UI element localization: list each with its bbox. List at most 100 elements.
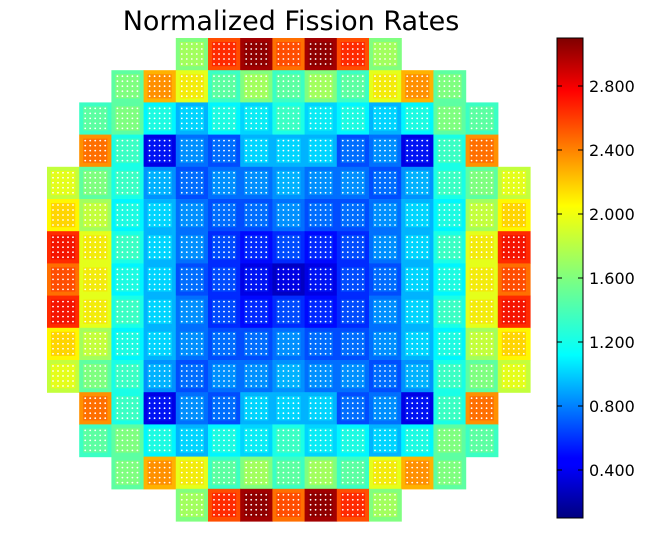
pin-dot	[297, 80, 300, 83]
pin-dot	[341, 85, 344, 88]
pin-dot	[228, 43, 230, 45]
pin-dot	[346, 48, 349, 50]
pin-dot	[148, 90, 151, 93]
pin-dot	[426, 80, 429, 83]
pin-dot	[136, 90, 139, 93]
pin-dot	[309, 95, 312, 98]
pin-dot	[245, 43, 248, 45]
pin-dot	[218, 43, 220, 45]
pin-dot	[116, 90, 119, 93]
pin-dot	[389, 53, 391, 55]
pin-dot	[329, 43, 332, 45]
pin-dot	[356, 43, 359, 45]
pin-dot	[426, 85, 429, 88]
pin-dot	[250, 90, 253, 93]
pin-dot	[185, 80, 188, 83]
pin-dot	[213, 53, 215, 55]
pin-dot	[341, 48, 344, 50]
pin-dot	[131, 80, 134, 83]
pin-dot	[250, 80, 253, 83]
pin-dot	[228, 90, 230, 93]
pin-dot	[351, 90, 354, 93]
pin-dot	[200, 48, 203, 50]
pin-dot	[277, 48, 280, 50]
pin-dot	[260, 85, 263, 88]
pin-dot	[148, 85, 151, 88]
pin-dot	[287, 95, 290, 98]
pin-dot	[374, 95, 376, 98]
pin-dot	[265, 53, 268, 55]
pin-dot	[213, 43, 215, 45]
pin-dot	[233, 43, 235, 45]
pin-dot	[329, 75, 332, 78]
pin-dot	[185, 90, 188, 93]
pin-dot	[361, 80, 364, 83]
pin-dot	[185, 43, 188, 45]
pin-dot	[180, 80, 183, 83]
pin-dot	[324, 58, 327, 60]
pin-dot	[329, 95, 332, 98]
pin-dot	[421, 80, 424, 83]
pin-dot	[379, 75, 381, 78]
pin-dot	[168, 85, 171, 88]
pin-dot	[297, 85, 300, 88]
pin-dot	[228, 75, 230, 78]
pin-dot	[131, 95, 134, 98]
pin-dot	[287, 80, 290, 83]
pin-dot	[265, 43, 268, 45]
pin-dot	[411, 75, 414, 78]
pin-dot	[319, 95, 322, 98]
pin-dot	[213, 63, 215, 65]
pin-dot	[121, 90, 124, 93]
pin-dot	[319, 43, 322, 45]
pin-dot	[458, 85, 461, 88]
pin-dot	[153, 85, 156, 88]
pin-dot	[287, 85, 290, 88]
pin-dot	[406, 80, 409, 83]
pin-dot	[213, 85, 215, 88]
pin-dot	[265, 58, 268, 60]
pin-dot	[158, 85, 161, 88]
pin-dot	[346, 53, 349, 55]
pin-dot	[389, 43, 391, 45]
pin-dot	[223, 48, 225, 50]
pin-dot	[255, 53, 258, 55]
pin-dot	[153, 75, 156, 78]
pin-dot	[250, 43, 253, 45]
pin-dot	[282, 58, 285, 60]
pin-dot	[200, 63, 203, 65]
pin-dot	[389, 48, 391, 50]
pin-dot	[346, 80, 349, 83]
pin-dot	[185, 75, 188, 78]
pin-dot	[245, 95, 248, 98]
pin-dot	[287, 43, 290, 45]
pin-dot	[260, 75, 263, 78]
pin-dot	[136, 75, 139, 78]
pin-dot	[163, 75, 166, 78]
pin-dot	[292, 48, 295, 50]
pin-dot	[116, 80, 119, 83]
pin-dot	[200, 43, 203, 45]
pin-dot	[190, 95, 193, 98]
pin-dot	[411, 95, 414, 98]
pin-dot	[319, 85, 322, 88]
pin-dot	[153, 95, 156, 98]
pin-dot	[287, 48, 290, 50]
pin-dot	[297, 63, 300, 65]
pin-dot	[223, 85, 225, 88]
pin-dot	[292, 43, 295, 45]
pin-dot	[265, 85, 268, 88]
pin-dot	[265, 48, 268, 50]
pin-dot	[223, 58, 225, 60]
pin-dot	[213, 95, 215, 98]
pin-dot	[185, 48, 188, 50]
pin-dot	[379, 63, 381, 65]
pin-dot	[158, 80, 161, 83]
pin-dot	[324, 95, 327, 98]
pin-dot	[292, 53, 295, 55]
pin-dot	[361, 53, 364, 55]
pin-dot	[421, 75, 424, 78]
pin-dot	[218, 85, 220, 88]
pin-dot	[292, 75, 295, 78]
pin-dot	[200, 53, 203, 55]
